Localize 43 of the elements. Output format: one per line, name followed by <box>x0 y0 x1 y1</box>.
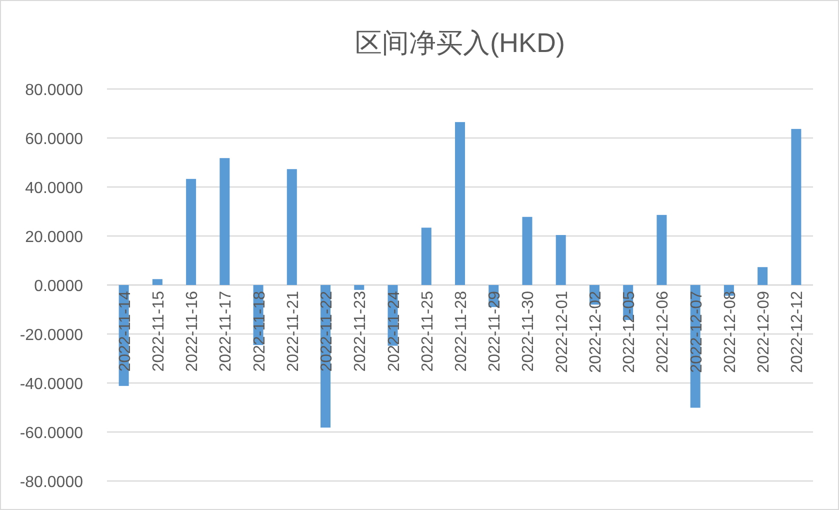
x-tick-label: 2022-11-23 <box>352 290 370 372</box>
y-tick-label: -40.0000 <box>20 376 84 393</box>
x-tick-label: 2022-12-12 <box>789 290 806 373</box>
x-tick-label: 2022-11-24 <box>386 290 403 372</box>
x-tick-label: 2022-11-16 <box>184 290 202 372</box>
x-tick-label: 2022-12-02 <box>587 290 604 373</box>
x-tick-label: 2022-12-05 <box>621 290 638 373</box>
y-tick-label: 40.0000 <box>25 180 84 197</box>
bar <box>354 285 364 290</box>
y-tick-label: -20.0000 <box>20 327 84 344</box>
y-tick-label: 60.0000 <box>25 131 84 148</box>
y-tick-label: 80.0000 <box>25 82 84 99</box>
x-tick-label: 2022-12-07 <box>688 290 706 373</box>
y-tick-label: 20.0000 <box>25 229 84 246</box>
x-tick-label: 2022-12-09 <box>756 290 773 373</box>
x-tick-label: 2022-11-29 <box>486 290 504 372</box>
x-tick-label: 2022-12-08 <box>722 290 739 373</box>
bar <box>152 279 162 285</box>
bar <box>421 228 432 285</box>
x-tick-label: 2022-11-21 <box>284 290 302 372</box>
y-tick-label: 0.0000 <box>34 278 84 295</box>
bar <box>220 158 230 285</box>
y-tick-label: -80.0000 <box>20 474 84 491</box>
x-tick-label: 2022-12-06 <box>654 290 672 373</box>
bar <box>656 214 667 285</box>
x-tick-label: 2022-11-30 <box>520 290 538 372</box>
x-tick-label: 2022-11-14 <box>116 290 134 372</box>
x-tick-label: 2022-11-22 <box>318 290 336 372</box>
bar <box>556 235 566 285</box>
bar <box>758 267 768 285</box>
x-tick-label: 2022-11-25 <box>419 290 436 372</box>
x-tick-label: 2022-11-17 <box>218 290 235 372</box>
bar <box>286 169 297 285</box>
bar <box>186 178 196 285</box>
bar <box>455 122 465 285</box>
x-tick-label: 2022-11-15 <box>150 290 168 372</box>
x-tick-label: 2022-12-01 <box>554 290 571 373</box>
bar <box>522 216 532 285</box>
x-tick-label: 2022-11-28 <box>453 290 470 372</box>
y-tick-label: -60.0000 <box>20 425 84 442</box>
x-tick-label: 2022-11-18 <box>251 290 268 372</box>
bar <box>791 128 802 285</box>
chart-title: 区间净买入(HKD) <box>355 28 565 58</box>
